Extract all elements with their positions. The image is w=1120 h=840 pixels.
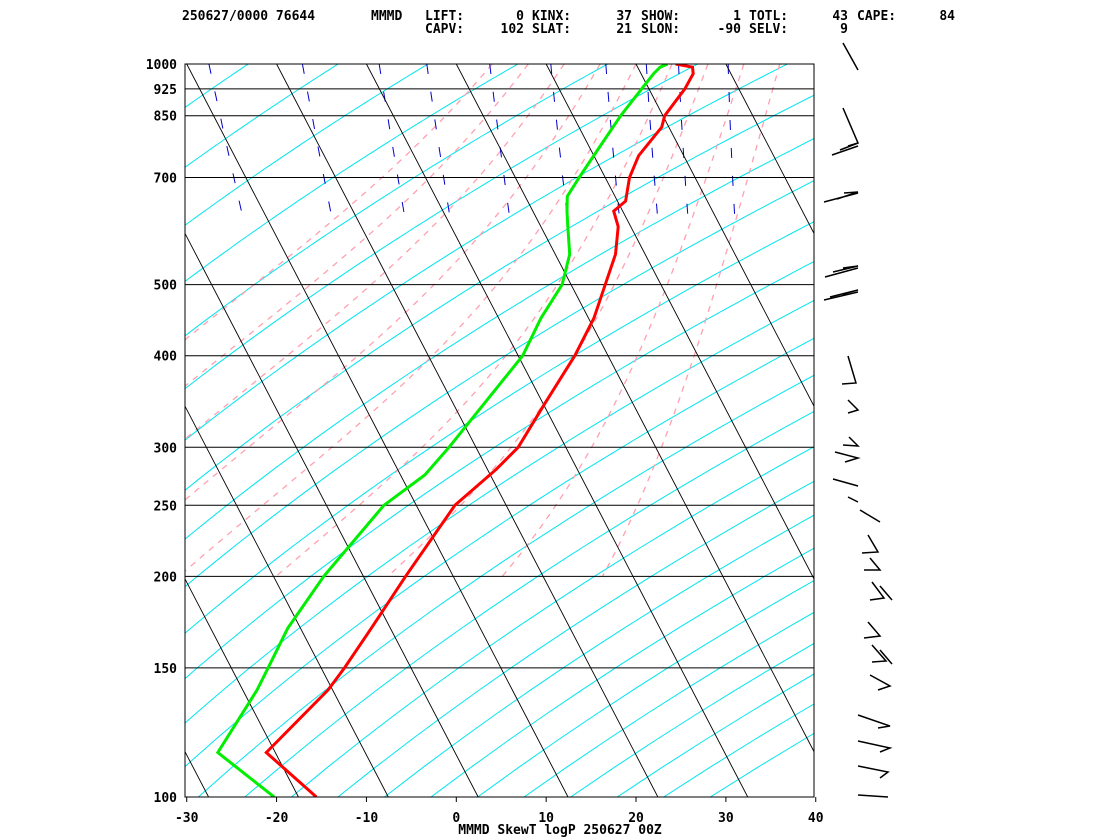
- temperature-tick-label: 40: [808, 811, 824, 826]
- pressure-label: 150: [154, 662, 178, 677]
- pressure-label: 300: [154, 441, 178, 456]
- isobar-lines: [185, 63, 814, 798]
- index-slon-value: -90: [717, 22, 741, 37]
- isotherm-line: [185, 405, 389, 797]
- pressure-label: 250: [154, 499, 178, 514]
- dry-adiabat-line: [384, 514, 814, 797]
- dry-adiabat-line: [185, 337, 814, 768]
- temperature-tick-label: 20: [628, 811, 644, 826]
- moist-adiabat-line: [387, 64, 709, 577]
- sounding-id: 250627/0000 76644: [182, 9, 316, 24]
- index-show-label: SHOW:: [641, 9, 681, 24]
- dry-adiabat-line: [197, 374, 814, 797]
- dry-adiabat-line: [244, 410, 814, 797]
- dry-adiabat-line: [185, 64, 698, 390]
- isotherm-line: [545, 64, 814, 580]
- pressure-label: 400: [154, 350, 178, 365]
- index-kinx-label: KINX:: [532, 9, 572, 24]
- moist-adiabat-line: [185, 64, 601, 501]
- moist-adiabat-line: [185, 64, 529, 388]
- isotherm-line: [0, 64, 29, 797]
- dry-adiabat-line: [291, 446, 814, 797]
- dry-adiabat-line: [570, 642, 814, 797]
- chart-caption: MMMD SkewT logP 250627 00Z: [458, 823, 662, 838]
- moist-adiabat-line: [275, 64, 673, 577]
- index-slon-label: SLON:: [641, 22, 681, 37]
- isotherm-line: [276, 64, 659, 797]
- isotherm-line: [185, 577, 299, 797]
- temperature-tick-label: 0: [452, 811, 460, 826]
- isotherm-line: [186, 64, 569, 797]
- isotherm-line: [725, 64, 814, 235]
- isotherm-line: [185, 232, 479, 797]
- index-show-value: 1: [733, 9, 741, 24]
- index-selv-label: SELV:: [749, 22, 789, 37]
- pressure-label: 925: [154, 83, 177, 98]
- dry-adiabat-line: [523, 611, 814, 797]
- index-cape-value: 84: [939, 9, 955, 24]
- pressure-labels: 100 150 200 250 300 400 500 700 850 925 1000: [146, 58, 177, 806]
- dry-adiabat-line: [185, 64, 788, 441]
- index-lift-label: LIFT:: [425, 9, 465, 24]
- dry-adiabat-line: [185, 64, 608, 337]
- temperature-tick-label: -30: [175, 811, 199, 826]
- wind-barbs: [823, 42, 893, 798]
- plot-frame: [184, 63, 815, 798]
- isotherm-line: [816, 64, 1120, 797]
- isotherm-line: [455, 64, 814, 753]
- temperature-tick-label: -10: [355, 811, 379, 826]
- temperature-tick-label: -20: [265, 811, 289, 826]
- temperature-axis-labels: -30 -20 -10 0 10 20 30 40: [175, 797, 824, 826]
- sounding-stats-header: 250627/0000 76644 MMMD LIFT: 0 KINX: 37 …: [0, 0, 1120, 40]
- pressure-label: 200: [154, 570, 178, 585]
- index-slat-label: SLAT:: [532, 22, 572, 37]
- index-capv-label: CAPV:: [425, 22, 465, 37]
- temperature-profile-line: [264, 64, 695, 797]
- index-kinx-value: 37: [616, 9, 632, 24]
- sounding-profiles: [215, 64, 695, 797]
- dry-adiabat-line: [663, 703, 814, 797]
- wind-barb-shapes: [823, 42, 893, 798]
- pressure-label: 850: [154, 110, 178, 125]
- index-selv-value: 9: [840, 22, 848, 37]
- dry-adiabat-line: [710, 732, 814, 797]
- moist-adiabat-line: [185, 64, 565, 440]
- index-slat-value: 21: [616, 22, 632, 37]
- index-lift-value: 0: [516, 9, 524, 24]
- isotherm-line: [0, 64, 119, 797]
- isotherm-line: [366, 64, 749, 797]
- isotherm-line: [185, 750, 209, 797]
- dry-adiabat-line: [185, 64, 249, 109]
- dewpoint-profile-line: [215, 64, 669, 797]
- pressure-label: 700: [154, 172, 178, 187]
- moist-adiabat-line: [185, 64, 637, 572]
- index-cape-label: CAPE:: [857, 9, 897, 24]
- dry-adiabat-line: [185, 221, 814, 634]
- moist-adiabat-line: [501, 64, 745, 577]
- pressure-label: 100: [154, 791, 178, 806]
- station-code: MMMD: [371, 9, 403, 24]
- index-totl-label: TOTL:: [749, 9, 789, 24]
- index-capv-value: 102: [500, 22, 524, 37]
- pressure-label: 500: [154, 279, 178, 294]
- pressure-label: 1000: [146, 58, 177, 73]
- temperature-tick-label: 10: [538, 811, 554, 826]
- moist-adiabat-line: [601, 64, 781, 577]
- temperature-tick-label: 30: [718, 811, 734, 826]
- index-totl-value: 43: [832, 9, 848, 24]
- dry-adiabat-line: [185, 64, 429, 226]
- dry-adiabat-line: [477, 580, 814, 797]
- dry-adiabat-line: [185, 260, 814, 680]
- isotherm-line: [635, 64, 814, 408]
- dry-adiabat-line: [616, 673, 814, 797]
- moist-adiabat-line: [185, 64, 493, 341]
